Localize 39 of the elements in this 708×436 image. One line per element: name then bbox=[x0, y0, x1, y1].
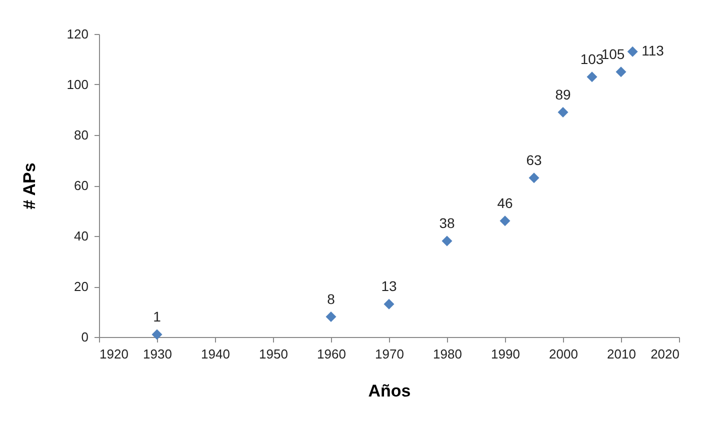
data-label: 46 bbox=[497, 194, 513, 211]
point bbox=[326, 312, 336, 322]
point bbox=[152, 329, 162, 340]
data-label: 38 bbox=[439, 215, 455, 232]
x-tick-label: 1930 bbox=[143, 346, 172, 362]
y-tick-label: 120 bbox=[66, 26, 88, 42]
data-label: 103 bbox=[580, 50, 604, 67]
x-axis-title: Años bbox=[368, 382, 411, 400]
x-tick-label: 1960 bbox=[317, 346, 346, 362]
x-tick-label: 2020 bbox=[650, 346, 680, 362]
point bbox=[616, 66, 626, 78]
x-tick-label: 1940 bbox=[201, 346, 230, 362]
point bbox=[442, 236, 452, 246]
y-tick-label: 60 bbox=[74, 178, 88, 193]
x-tick-label: 1950 bbox=[259, 346, 288, 362]
data-label: 113 bbox=[642, 42, 664, 59]
x-tick-label: 1990 bbox=[491, 346, 520, 362]
x-tick-label: 1970 bbox=[375, 346, 404, 362]
x-tick-label: 1920 bbox=[100, 346, 128, 362]
y-tick-label: 40 bbox=[74, 228, 88, 244]
point bbox=[586, 72, 598, 82]
data-label: 8 bbox=[327, 290, 336, 307]
y-tick-label: 80 bbox=[74, 128, 88, 142]
y-tick-label: 20 bbox=[74, 279, 88, 294]
data-label: 13 bbox=[381, 278, 397, 294]
x-tick-label: 2010 bbox=[607, 346, 636, 362]
y-tick-label: 0 bbox=[81, 330, 88, 344]
data-label: 89 bbox=[555, 86, 571, 102]
point bbox=[528, 172, 540, 184]
point bbox=[500, 216, 510, 226]
data-label: 63 bbox=[526, 152, 542, 168]
x-tick-label: 2000 bbox=[549, 346, 578, 362]
point bbox=[627, 46, 638, 57]
y-tick-label: 100 bbox=[66, 77, 88, 92]
y-axis-title: # APs bbox=[20, 162, 39, 210]
x-tick-label: 1980 bbox=[433, 346, 462, 362]
point bbox=[384, 298, 394, 310]
data-label: 1 bbox=[153, 308, 162, 324]
point bbox=[558, 107, 568, 118]
